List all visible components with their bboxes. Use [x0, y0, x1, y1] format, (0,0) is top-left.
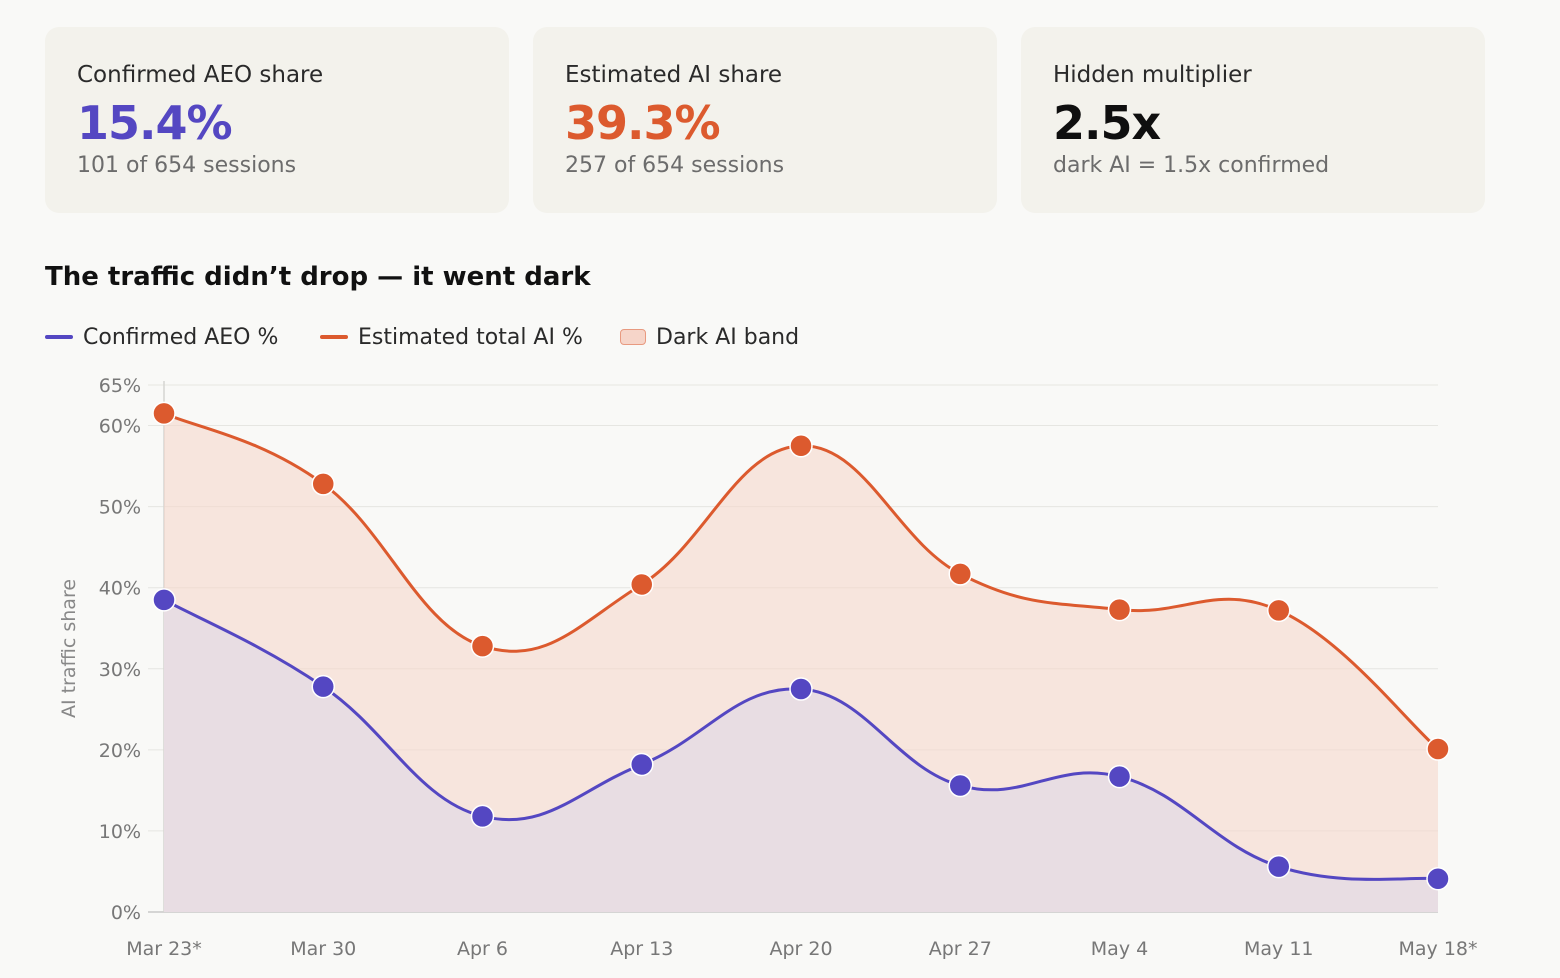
confirmed-area [164, 599, 1438, 912]
x-tick-label: Apr 13 [610, 938, 673, 960]
x-tick-label: May 11 [1244, 938, 1314, 960]
dark-ai-band [164, 413, 1438, 880]
kpi-cards: Confirmed AEO share 15.4% 101 of 654 ses… [45, 27, 1485, 213]
estimated-ai-point [470, 634, 495, 658]
kpi-label: Confirmed AEO share [77, 62, 324, 88]
estimated-ai-point [1426, 737, 1450, 761]
legend-item-confirmed-aeo[interactable]: Confirmed AEO % [45, 320, 278, 354]
x-tick-label: Mar 30 [290, 938, 356, 960]
estimated-ai-point [948, 562, 972, 586]
x-tick-label: Apr 6 [457, 938, 508, 960]
kpi-subtext: 257 of 654 sessions [565, 153, 785, 178]
x-tick-label: Mar 23* [126, 938, 202, 960]
confirmed-aeo-point [1267, 854, 1291, 879]
legend-swatch-line [45, 335, 73, 339]
y-tick-label: 20% [99, 740, 141, 762]
estimated-ai-point [311, 472, 335, 496]
confirmed-aeo-point [470, 804, 495, 829]
confirmed-aeo-point [1426, 867, 1450, 891]
estimated-ai-point [630, 572, 654, 597]
kpi-label: Estimated AI share [565, 62, 783, 88]
kpi-label: Hidden multiplier [1053, 62, 1252, 88]
y-tick-label: 0% [111, 902, 141, 924]
x-tick-label: May 4 [1091, 938, 1148, 960]
kpi-subtext: 101 of 654 sessions [77, 153, 297, 178]
y-tick-label: 50% [99, 497, 141, 519]
confirmed-aeo-point [948, 773, 972, 798]
legend-swatch-box [620, 329, 646, 345]
legend-label: Dark AI band [656, 324, 800, 350]
y-tick-label: 30% [99, 659, 141, 681]
legend-label: Estimated total AI % [358, 324, 583, 350]
legend-swatch-line [320, 335, 348, 339]
x-tick-label: Apr 20 [769, 938, 832, 960]
x-tick-label: May 18* [1399, 938, 1478, 960]
kpi-subtext: dark AI = 1.5x confirmed [1053, 153, 1330, 178]
kpi-card-estimated-ai: Estimated AI share 39.3% 257 of 654 sess… [533, 27, 997, 213]
x-tick-label: Apr 27 [929, 938, 992, 960]
confirmed-aeo-point [789, 677, 813, 701]
estimated-ai-point [152, 401, 176, 426]
kpi-card-confirmed-aeo: Confirmed AEO share 15.4% 101 of 654 ses… [45, 27, 509, 213]
kpi-value: 39.3% [565, 96, 721, 150]
estimated-ai-point [1267, 598, 1291, 623]
legend-item-estimated-ai[interactable]: Estimated total AI % [320, 320, 583, 354]
kpi-card-hidden-multiplier: Hidden multiplier 2.5x dark AI = 1.5x co… [1021, 27, 1485, 213]
confirmed-aeo-point [311, 674, 335, 699]
y-tick-label: 40% [99, 578, 141, 600]
confirmed-aeo-point [152, 588, 176, 612]
legend-label: Confirmed AEO % [83, 324, 279, 350]
estimated-ai-point [1107, 597, 1132, 622]
y-axis-title: AI traffic share [58, 579, 80, 718]
confirmed-aeo-point [630, 752, 654, 777]
y-tick-label: 65% [99, 375, 141, 397]
y-tick-label: 60% [99, 416, 141, 438]
y-tick-label: 10% [99, 821, 141, 843]
kpi-value: 2.5x [1053, 96, 1161, 150]
estimated-ai-point [789, 434, 813, 458]
confirmed-aeo-point [1107, 764, 1132, 789]
legend-item-dark-ai-band[interactable]: Dark AI band [620, 320, 799, 354]
chart-title: The traffic didn’t drop — it went dark [45, 262, 591, 292]
kpi-value: 15.4% [77, 96, 233, 150]
